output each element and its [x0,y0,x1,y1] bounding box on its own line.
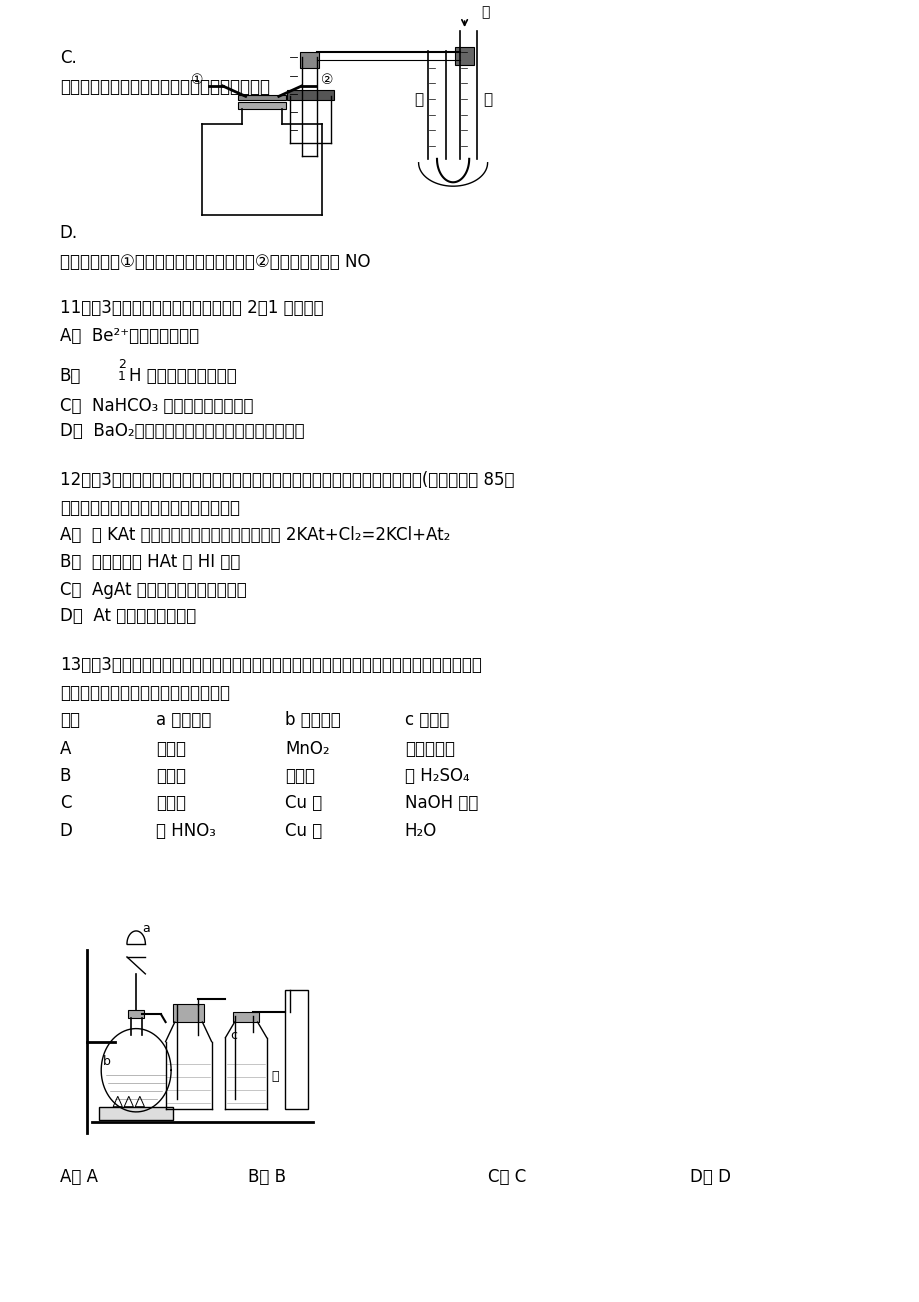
Text: 1: 1 [118,370,126,383]
Text: 浓 H₂SO₄: 浓 H₂SO₄ [404,767,469,785]
Text: 浓盐酸: 浓盐酸 [156,740,187,758]
Text: 税 HNO₃: 税 HNO₃ [156,822,216,840]
Text: 水: 水 [481,5,489,20]
Text: B．  相同条件下 HAt 比 HI 稳定: B． 相同条件下 HAt 比 HI 稳定 [60,553,240,572]
Text: a: a [142,922,150,935]
Text: B: B [60,767,71,785]
Text: 乙: 乙 [482,91,492,107]
Text: A．  Be²⁺中的质子和电子: A． Be²⁺中的质子和电子 [60,327,199,345]
Text: 生石灰: 生石灰 [285,767,315,785]
Text: 质完成相关实验，最合理的选项是（）: 质完成相关实验，最合理的选项是（） [60,684,230,702]
Bar [238,95,286,100]
Bar [300,52,319,68]
Text: 水: 水 [271,1070,278,1083]
Bar [233,1012,259,1022]
Text: 及其化合物的叙述中肯定不正确的是（）: 及其化合物的叙述中肯定不正确的是（） [60,499,240,517]
Bar [287,90,334,100]
Bar [99,1107,173,1120]
Text: C.: C. [60,49,76,68]
Text: MnO₂: MnO₂ [285,740,330,758]
Text: B． B: B． B [248,1168,286,1186]
Text: c 中液体: c 中液体 [404,711,448,729]
Text: 2: 2 [118,358,126,371]
Text: 浓硫酸: 浓硫酸 [156,794,187,812]
Text: C．  AgAt 是一种难溶于水的化合物: C． AgAt 是一种难溶于水的化合物 [60,581,246,599]
Text: 丙装置：用图示的方法不能检查此装置的气密性: 丙装置：用图示的方法不能检查此装置的气密性 [60,78,269,96]
Text: NaOH 溶液: NaOH 溶液 [404,794,478,812]
Text: a 中的液体: a 中的液体 [156,711,211,729]
Text: 11．（3分）下列指定微粒的个数比为 2：1 的是（）: 11．（3分）下列指定微粒的个数比为 2：1 的是（） [60,299,323,318]
Text: C． C: C． C [487,1168,526,1186]
Text: Cu 片: Cu 片 [285,822,322,840]
Text: 13．（3分）实验室中制取、洗气并收集气体的装置如图所示．仅用此该装置和表中提供的物: 13．（3分）实验室中制取、洗气并收集气体的装置如图所示．仅用此该装置和表中提供… [60,656,482,674]
Text: A．  由 KAt 的水溶液制备砵的化学方程式为 2KAt+Cl₂=2KCl+At₂: A． 由 KAt 的水溶液制备砵的化学方程式为 2KAt+Cl₂=2KCl+At… [60,526,449,544]
Text: c: c [230,1029,237,1042]
Text: b: b [103,1055,111,1068]
Text: D: D [60,822,73,840]
Text: 丁装置：先从①口进气集满二氧化碳，再从②口进气，可收集 NO: 丁装置：先从①口进气集满二氧化碳，再从②口进气，可收集 NO [60,253,370,271]
Text: A． A: A． A [60,1168,97,1186]
Text: C: C [60,794,72,812]
Text: H 原子中的中子和质子: H 原子中的中子和质子 [129,367,236,385]
Text: D.: D. [60,224,78,242]
Text: H₂O: H₂O [404,822,437,840]
Bar [173,1004,204,1022]
Text: 选项: 选项 [60,711,80,729]
Text: D．  BaO₂（过氧化钟）固体中的阴离子和阳离子: D． BaO₂（过氧化钟）固体中的阴离子和阳离子 [60,422,304,440]
Text: 甲: 甲 [414,91,423,107]
Text: Cu 片: Cu 片 [285,794,322,812]
Bar [128,1010,144,1018]
Text: ②: ② [321,73,334,87]
Text: B．: B． [60,367,81,385]
Text: 饱和食盐水: 饱和食盐水 [404,740,454,758]
Text: 浓氨水: 浓氨水 [156,767,187,785]
Text: A: A [60,740,71,758]
Text: b 中的固体: b 中的固体 [285,711,341,729]
Bar [455,47,473,65]
Text: 12．（3分）通过分析元素周期表的结构和各元素性质的变化趋势，下列关于砕(原子序数为 85）: 12．（3分）通过分析元素周期表的结构和各元素性质的变化趋势，下列关于砕(原子序… [60,471,514,490]
Text: D．  At 元素位于第六周期: D． At 元素位于第六周期 [60,607,196,625]
Bar [285,990,308,1109]
Bar [238,102,286,109]
Text: ①: ① [190,73,203,87]
Text: C．  NaHCO₃ 中的阳离子和阴离子: C． NaHCO₃ 中的阳离子和阴离子 [60,397,253,415]
Text: D． D: D． D [689,1168,731,1186]
